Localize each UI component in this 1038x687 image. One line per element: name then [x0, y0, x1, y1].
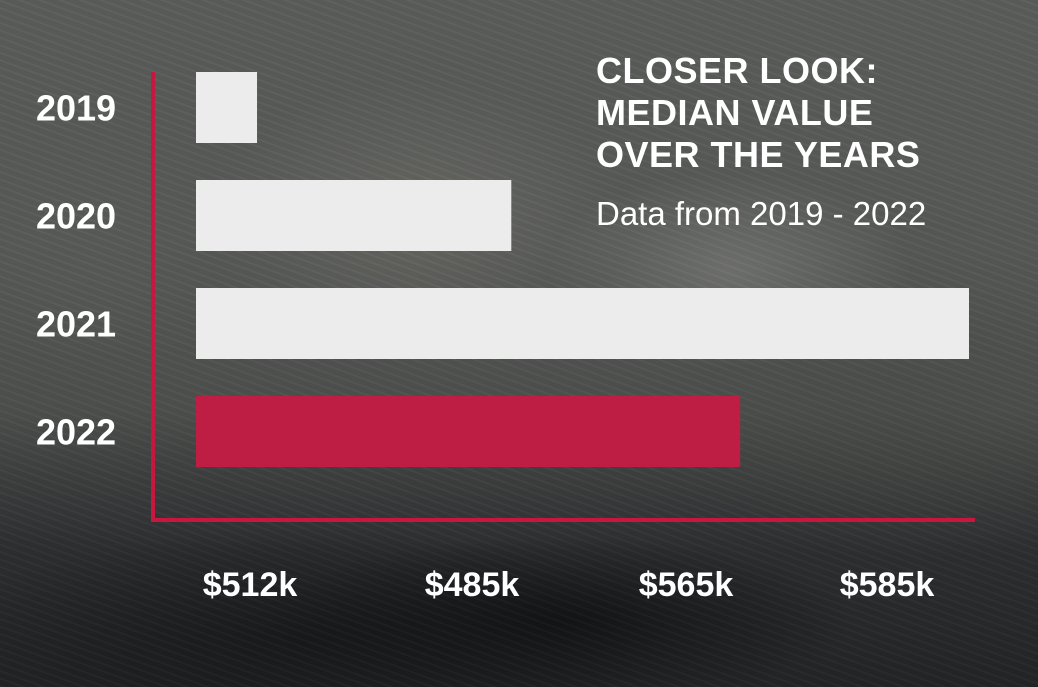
chart-title-line-3: OVER THE YEARS — [596, 134, 921, 175]
x-tick-label: $585k — [840, 566, 935, 604]
x-tick-label: $512k — [203, 566, 298, 604]
chart-subtitle: Data from 2019 - 2022 — [596, 195, 927, 232]
chart-title-line-1: CLOSER LOOK: — [596, 50, 878, 91]
chart-title-line-2: MEDIAN VALUE — [596, 92, 874, 133]
bar-2021 — [196, 288, 969, 359]
chart-title: CLOSER LOOK: MEDIAN VALUE OVER THE YEARS — [596, 50, 1016, 176]
category-label-2022: 2022 — [36, 412, 116, 453]
bars-group — [196, 72, 969, 467]
category-label-2021: 2021 — [36, 304, 116, 345]
category-labels-group: 2019 2020 2021 2022 — [36, 88, 116, 453]
bar-2022 — [196, 396, 741, 467]
bar-2020 — [196, 180, 512, 251]
bar-2019 — [196, 72, 258, 143]
category-label-2020: 2020 — [36, 196, 116, 237]
x-tick-label: $565k — [639, 566, 734, 604]
x-tick-labels-group: $512k $485k $565k $585k — [203, 566, 935, 604]
x-tick-label: $485k — [425, 566, 520, 604]
category-label-2019: 2019 — [36, 88, 116, 129]
